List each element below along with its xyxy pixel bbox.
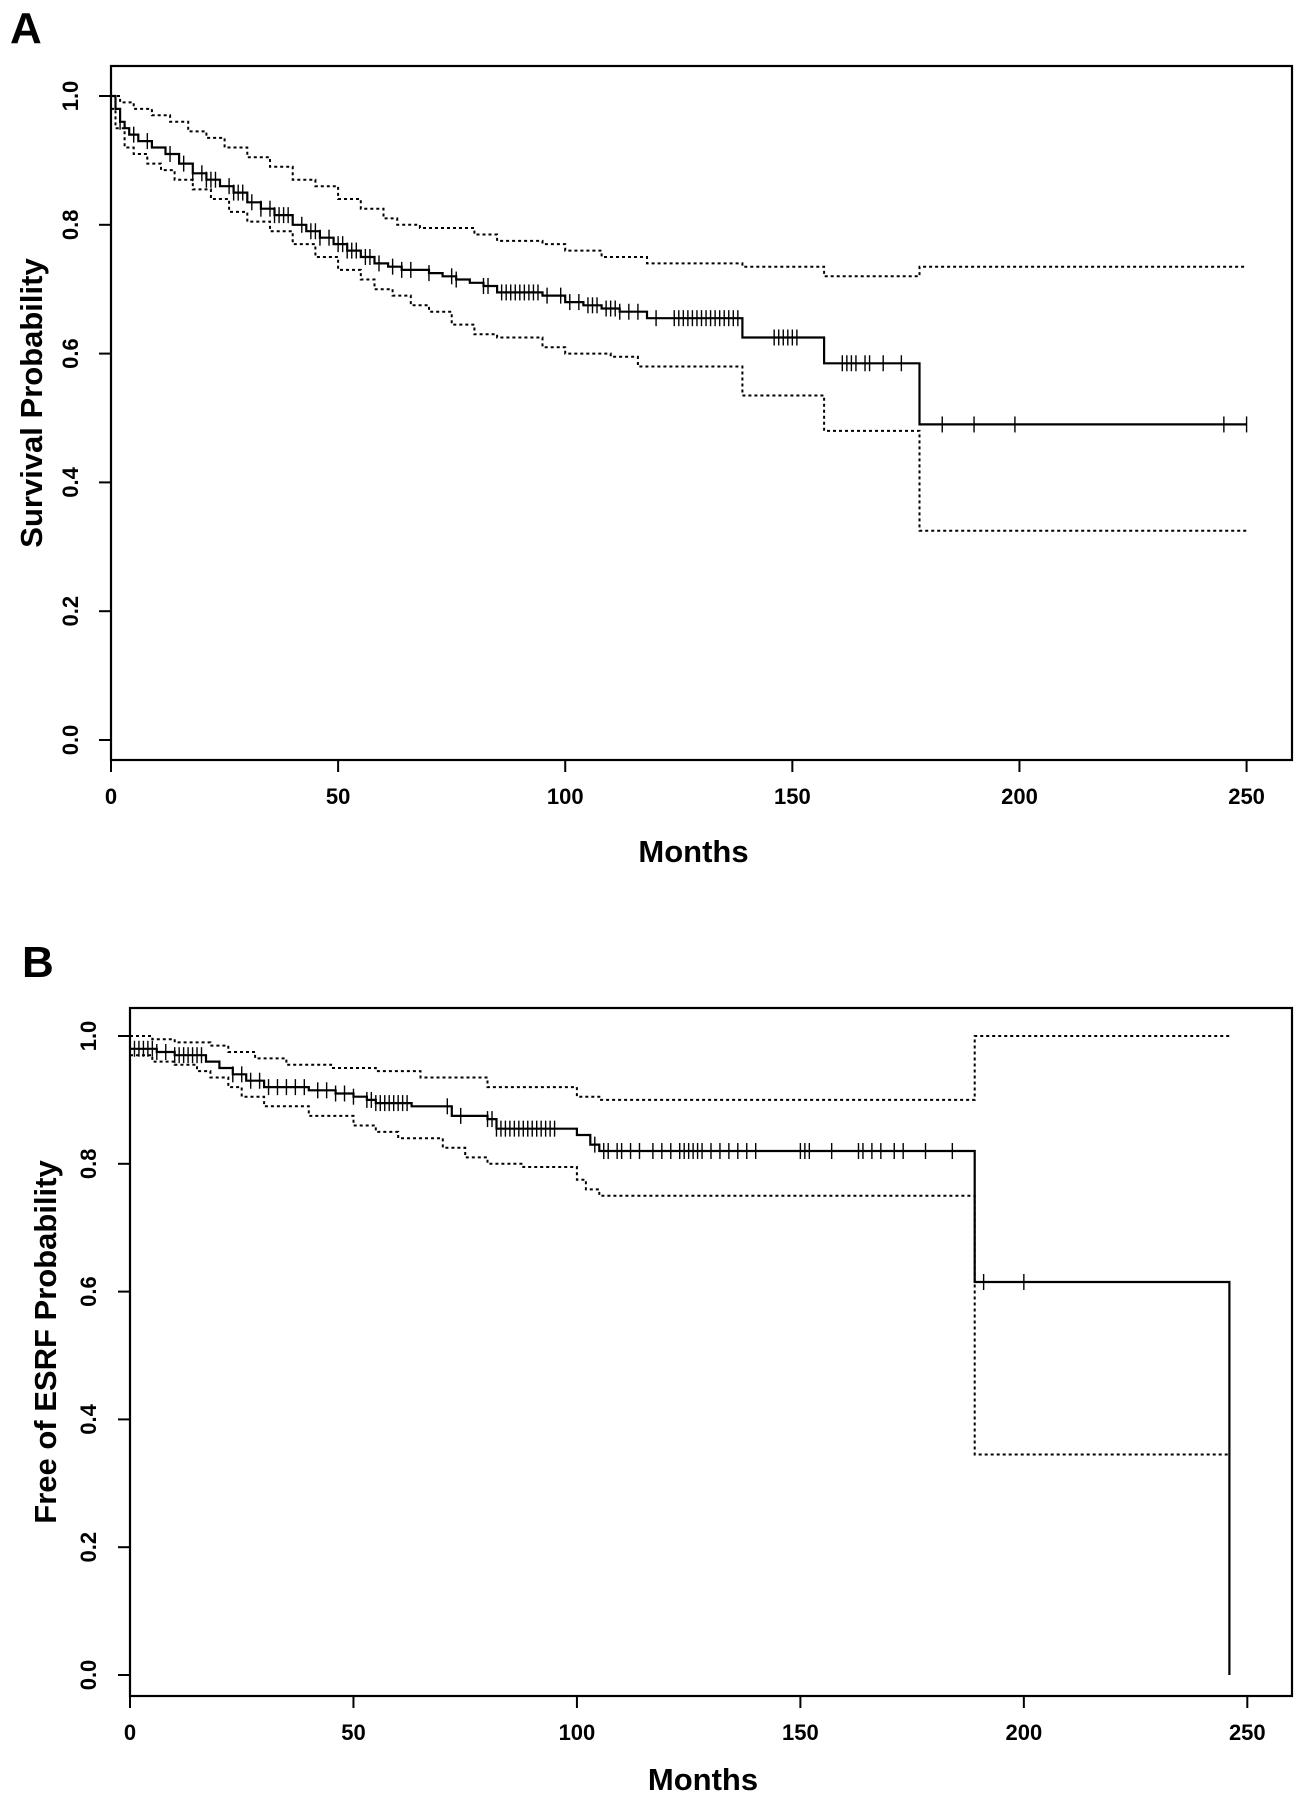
plot-frame <box>128 1006 1294 1698</box>
x-tick-label: 150 <box>782 1720 819 1745</box>
y-tick-label: 0.8 <box>76 1149 101 1180</box>
x-tick-label: 0 <box>124 1720 136 1745</box>
y-tick-label: 0.0 <box>76 1660 101 1691</box>
y-axis-label: Free of ESRF Probability <box>28 1160 63 1524</box>
y-tick-label: 1.0 <box>76 1021 101 1052</box>
x-tick-label: 0 <box>105 784 117 809</box>
x-axis-label: Months <box>638 834 748 869</box>
panel-a: A 0 50 100 150 200 250 0.0 0.2 0.4 0.6 0.8 1.0 Month… <box>10 4 1294 869</box>
survival-curve <box>130 1047 1231 1675</box>
survival-chart: 0 50 100 150 200 250 0.0 0.2 0.4 0.6 0.8 1.0 Months S… <box>14 64 1294 869</box>
x-tick-label: 100 <box>547 784 584 809</box>
x-tick-label: 250 <box>1229 1720 1266 1745</box>
y-tick-label: 0.2 <box>58 596 83 627</box>
y-tick-label: 1.0 <box>58 81 83 112</box>
x-axis-label: Months <box>648 1762 758 1797</box>
panel-b: B 0 50 100 150 200 250 0.0 0.2 0.4 0.6 0.8 1.0 Month… <box>0 900 1306 1800</box>
y-tick-label: 0.8 <box>58 210 83 241</box>
x-tick-label: 100 <box>559 1720 596 1745</box>
y-tick-label: 0.4 <box>58 466 83 497</box>
y-tick-label: 0.2 <box>76 1532 101 1563</box>
panel-letter: B <box>22 938 54 987</box>
y-tick-label: 0.4 <box>76 1403 101 1434</box>
y-tick-label: 0.0 <box>58 725 83 756</box>
panel-letter: A <box>10 4 42 53</box>
survival-curve <box>111 94 1247 426</box>
y-tick-label: 0.6 <box>76 1276 101 1307</box>
x-tick-label: 50 <box>326 784 350 809</box>
x-tick-label: 50 <box>341 1720 365 1745</box>
esrf-chart: 0 50 100 150 200 250 0.0 0.2 0.4 0.6 0.8 1.0 Months F… <box>28 1006 1294 1797</box>
x-tick-label: 250 <box>1228 784 1265 809</box>
y-tick-label: 0.6 <box>58 338 83 369</box>
y-axis-label: Survival Probability <box>14 258 49 548</box>
confidence-bound <box>111 95 1247 278</box>
confidence-bound <box>130 1035 1230 1101</box>
plot-frame <box>109 64 1294 762</box>
x-tick-label: 150 <box>774 784 811 809</box>
x-tick-label: 200 <box>1001 784 1038 809</box>
confidence-bound <box>111 107 1247 532</box>
confidence-bound <box>130 1054 1230 1456</box>
x-tick-label: 200 <box>1005 1720 1042 1745</box>
